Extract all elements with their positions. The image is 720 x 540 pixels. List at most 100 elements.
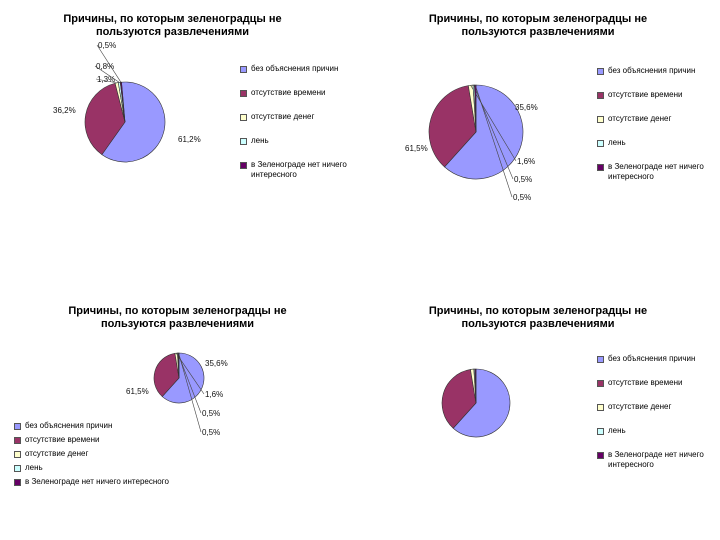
chart-1-legend-item-4: лень <box>240 136 355 146</box>
chart-2-legend-item-4: лень <box>597 138 712 148</box>
chart-1-legend-swatch-1 <box>240 66 247 73</box>
chart-1-data-label-4: 0,8% <box>96 62 114 71</box>
chart-1-slice-2 <box>84 82 126 156</box>
chart-2-legend-label-5: в Зеленограде нет ничего интересного <box>608 162 704 181</box>
chart-4-legend-swatch-1 <box>597 356 604 363</box>
chart-3-legend-label-4: лень <box>25 463 43 472</box>
chart-3-legend-label-3: отсутствие денег <box>25 449 89 458</box>
chart-2-data-label-5: 0,5% <box>513 193 531 202</box>
chart-3-legend-item-1: без объяснения причин <box>14 421 214 431</box>
chart-2-legend-swatch-2 <box>597 92 604 99</box>
chart-4-legend-item-3: отсутствие денег <box>597 402 712 412</box>
chart-4-legend-item-1: без объяснения причин <box>597 354 712 364</box>
chart-2-legend-label-3: отсутствие денег <box>608 114 672 123</box>
chart-1-legend-item-1: без объяснения причин <box>240 64 355 74</box>
chart-2-legend-item-2: отсутствие времени <box>597 90 712 100</box>
chart-1-leader-5 <box>96 44 122 83</box>
chart-4-legend-label-4: лень <box>608 426 626 435</box>
chart-4-legend-item-2: отсутствие времени <box>597 378 712 388</box>
chart-4-legend-swatch-3 <box>597 404 604 411</box>
chart-3-data-label-5: 0,5% <box>202 428 220 437</box>
chart-2-data-label-3: 1,6% <box>517 157 535 166</box>
chart-1-legend-label-1: без объяснения причин <box>251 64 339 73</box>
chart-4-legend-label-2: отсутствие времени <box>608 378 683 387</box>
chart-1-slice-1 <box>101 81 166 163</box>
chart-2-legend-swatch-4 <box>597 140 604 147</box>
chart-1-legend-swatch-5 <box>240 162 247 169</box>
chart-1-legend-label-3: отсутствие денег <box>251 112 315 121</box>
chart-4-legend-swatch-2 <box>597 380 604 387</box>
chart-2-data-label-1: 61,5% <box>405 144 428 153</box>
chart-1-slice-5 <box>119 81 126 123</box>
chart-2-legend-item-3: отсутствие денег <box>597 114 712 124</box>
chart-3-slice-5 <box>177 352 180 379</box>
chart-1-legend: без объяснения причин отсутствие времени о… <box>240 64 355 194</box>
chart-3-legend-item-3: отсутствие денег <box>14 449 214 459</box>
chart-2-legend-swatch-5 <box>597 164 604 171</box>
chart-1-legend-item-3: отсутствие денег <box>240 112 355 122</box>
chart-2-title: Причины, по которым зеленоградцы не поль… <box>428 13 648 38</box>
chart-1-legend-swatch-2 <box>240 90 247 97</box>
chart-1-legend-label-2: отсутствие времени <box>251 88 326 97</box>
chart-4-legend-swatch-5 <box>597 452 604 459</box>
chart-3-data-label-2: 35,6% <box>205 359 228 368</box>
chart-3-legend-label-2: отсутствие времени <box>25 435 100 444</box>
chart-1-legend-item-2: отсутствие времени <box>240 88 355 98</box>
chart-3-title: Причины, по которым зеленоградцы не поль… <box>68 305 287 330</box>
chart-2-slice-5 <box>474 84 477 133</box>
chart-2-legend-label-1: без объяснения причин <box>608 66 696 75</box>
chart-3-legend-item-2: отсутствие времени <box>14 435 214 445</box>
chart-4-legend: без объяснения причин отсутствие времени о… <box>597 354 712 484</box>
chart-2-legend-swatch-1 <box>597 68 604 75</box>
chart-3-legend-item-4: лень <box>14 463 214 473</box>
chart-4-slice-1 <box>452 368 511 438</box>
chart-1-legend-swatch-3 <box>240 114 247 121</box>
chart-3-legend-item-5: в Зеленограде нет ничего интересного <box>14 477 214 487</box>
chart-3-leader-5 <box>178 352 202 433</box>
chart-3-data-label-1: 61,5% <box>126 387 149 396</box>
chart-1-legend-label-5: в Зеленограде нет ничего интересного <box>251 160 347 179</box>
chart-3-legend-swatch-1 <box>14 423 21 430</box>
chart-3-legend-label-1: без объяснения причин <box>25 421 113 430</box>
chart-2-legend-swatch-3 <box>597 116 604 123</box>
chart-3-legend: без объяснения причин отсутствие времени о… <box>14 421 214 491</box>
chart-4-legend-label-5: в Зеленограде нет ничего интересного <box>608 450 704 469</box>
chart-2-legend-item-5: в Зеленограде нет ничего интересного <box>597 162 712 182</box>
chart-2-legend: без объяснения причин отсутствие времени о… <box>597 66 712 196</box>
chart-3-data-label-3: 1,6% <box>205 390 223 399</box>
chart-3-slice-1 <box>161 352 205 404</box>
chart-2-data-label-2: 35,6% <box>515 103 538 112</box>
chart-3-legend-swatch-5 <box>14 479 21 486</box>
chart-1-title: Причины, по которым зеленоградцы не поль… <box>63 13 282 38</box>
chart-3-legend-label-5: в Зеленограде нет ничего интересного <box>25 477 169 486</box>
chart-2-legend-item-1: без объяснения причин <box>597 66 712 76</box>
chart-2-data-label-4: 0,5% <box>514 175 532 184</box>
chart-4-legend-item-5: в Зеленограде нет ничего интересного <box>597 450 712 470</box>
chart-2-legend-label-4: лень <box>608 138 626 147</box>
chart-2-legend-label-2: отсутствие времени <box>608 90 683 99</box>
chart-1-legend-swatch-4 <box>240 138 247 145</box>
chart-3-slice-2 <box>153 352 180 397</box>
chart-1-leader-4 <box>94 65 120 83</box>
chart-3-legend-swatch-3 <box>14 451 21 458</box>
chart-2-leader-3 <box>470 85 517 162</box>
chart-1-data-label-3: 1,3% <box>97 75 115 84</box>
chart-3-legend-swatch-4 <box>14 465 21 472</box>
chart-4-legend-label-3: отсутствие денег <box>608 402 672 411</box>
chart-1-data-label-5: 0,5% <box>98 41 116 50</box>
chart-4-legend-swatch-4 <box>597 428 604 435</box>
chart-2-slice-2 <box>428 85 477 168</box>
chart-4-title: Причины, по которым зеленоградцы не поль… <box>428 305 648 330</box>
chart-1-data-label-1: 61,2% <box>178 135 201 144</box>
chart-2-leader-5 <box>474 84 513 198</box>
chart-4-slice-2 <box>441 369 477 429</box>
chart-4-legend-item-4: лень <box>597 426 712 436</box>
chart-3-legend-swatch-2 <box>14 437 21 444</box>
chart-3-data-label-4: 0,5% <box>202 409 220 418</box>
chart-1-data-label-2: 36,2% <box>53 106 76 115</box>
chart-1-legend-item-5: в Зеленограде нет ничего интересного <box>240 160 355 180</box>
